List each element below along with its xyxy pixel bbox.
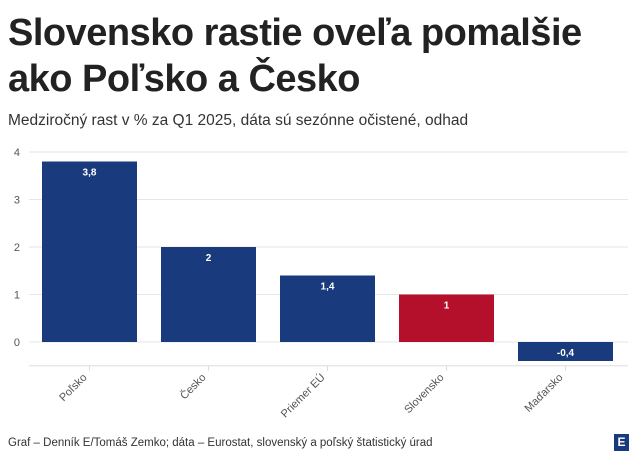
source-footer: Graf – Denník E/Tomáš Zemko; dáta – Euro… [8,437,433,449]
y-tick-label: 4 [14,147,20,159]
x-tick-label: Maďarsko [523,372,566,415]
data-label: 3,8 [83,168,97,179]
data-label: 2 [206,253,212,264]
bar-Poľsko [42,161,137,342]
bar-Maďarsko [518,342,613,361]
x-tick-label: Priemer EÚ [278,371,327,420]
x-tick-label: Česko [177,371,208,402]
denník-e-logo[interactable]: E [614,434,629,451]
chart-subtitle: Medziročný rast v % za Q1 2025, dáta sú … [8,112,469,129]
y-tick-label: 3 [14,195,20,207]
y-tick-label: 0 [14,337,20,349]
y-tick-label: 2 [14,242,20,254]
y-tick-label: 1 [14,290,20,302]
x-tick-label: Slovensko [402,372,446,416]
data-label: 1,4 [321,282,335,293]
x-tick-label: Poľsko [57,372,89,404]
bar-Česko [161,247,256,342]
bar-Priemer EÚ [280,275,375,342]
data-label: -0,4 [557,348,575,359]
chart-title: Slovensko rastie oveľa pomalšie ako Poľs… [8,12,582,100]
data-label: 1 [444,301,450,312]
bar-Slovensko [399,294,494,342]
